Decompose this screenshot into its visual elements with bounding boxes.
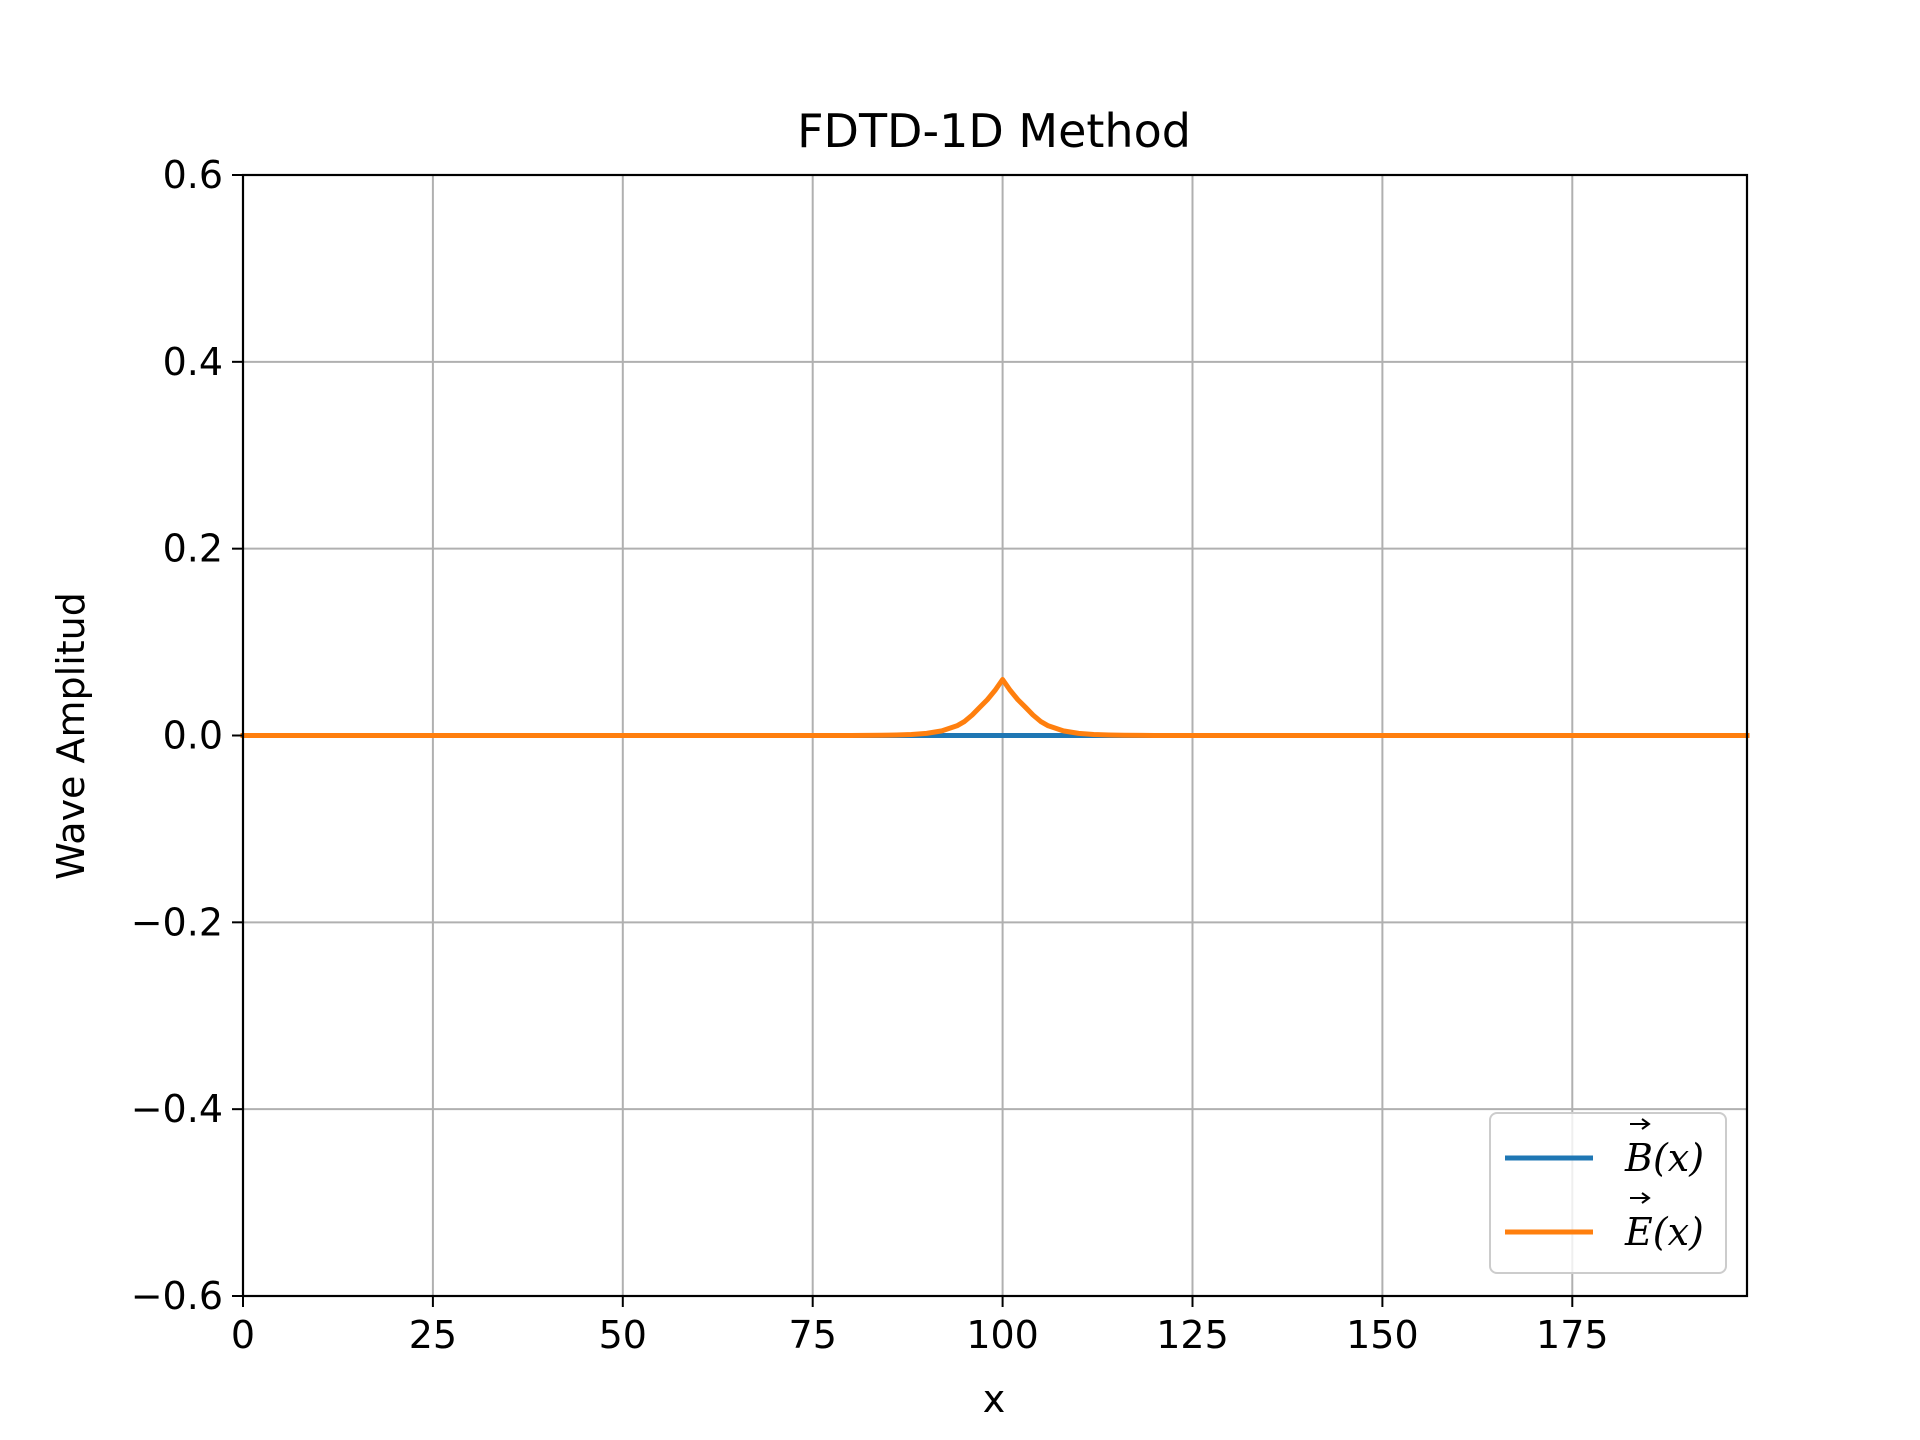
x-tick-label: 125 bbox=[1156, 1313, 1229, 1357]
vector-arrow-icon bbox=[1630, 1118, 1651, 1130]
chart-title: FDTD-1D Method bbox=[797, 104, 1191, 158]
x-tick-label: 100 bbox=[966, 1313, 1039, 1357]
y-axis-label: Wave Amplitud bbox=[49, 592, 93, 880]
x-tick-label: 50 bbox=[599, 1313, 647, 1357]
series-lines bbox=[240, 677, 1750, 738]
x-tick-label: 0 bbox=[231, 1313, 255, 1357]
legend-argument-b: (x) bbox=[1653, 1136, 1704, 1180]
series-line-e bbox=[240, 677, 1750, 738]
vector-arrow-icon bbox=[1630, 1192, 1651, 1204]
y-tick-label: 0.4 bbox=[163, 340, 223, 384]
y-tick-label: 0.6 bbox=[163, 153, 223, 197]
legend-symbol-e: E bbox=[1624, 1210, 1653, 1254]
legend-label-e: E(x) bbox=[1624, 1210, 1704, 1254]
legend: B(x)E(x) bbox=[1489, 1112, 1727, 1274]
y-tick-label: −0.2 bbox=[131, 900, 223, 944]
ticks: 0 25 50 75 100 125 150 175 −0.6 −0.4 −0.2 0.0 0.2 0.4… bbox=[131, 153, 1609, 1357]
x-axis-label: x bbox=[983, 1377, 1006, 1421]
legend-symbol-b: B bbox=[1624, 1136, 1653, 1180]
y-tick-label: 0.2 bbox=[163, 527, 223, 571]
x-tick-label: 25 bbox=[409, 1313, 457, 1357]
y-tick-label: −0.4 bbox=[131, 1087, 223, 1131]
y-tick-label: 0.0 bbox=[163, 714, 223, 758]
x-tick-label: 150 bbox=[1346, 1313, 1419, 1357]
y-tick-label: −0.6 bbox=[131, 1274, 223, 1318]
x-tick-label: 75 bbox=[789, 1313, 837, 1357]
legend-argument-e: (x) bbox=[1653, 1210, 1704, 1254]
x-tick-label: 175 bbox=[1536, 1313, 1609, 1357]
legend-label-b: B(x) bbox=[1624, 1136, 1704, 1180]
